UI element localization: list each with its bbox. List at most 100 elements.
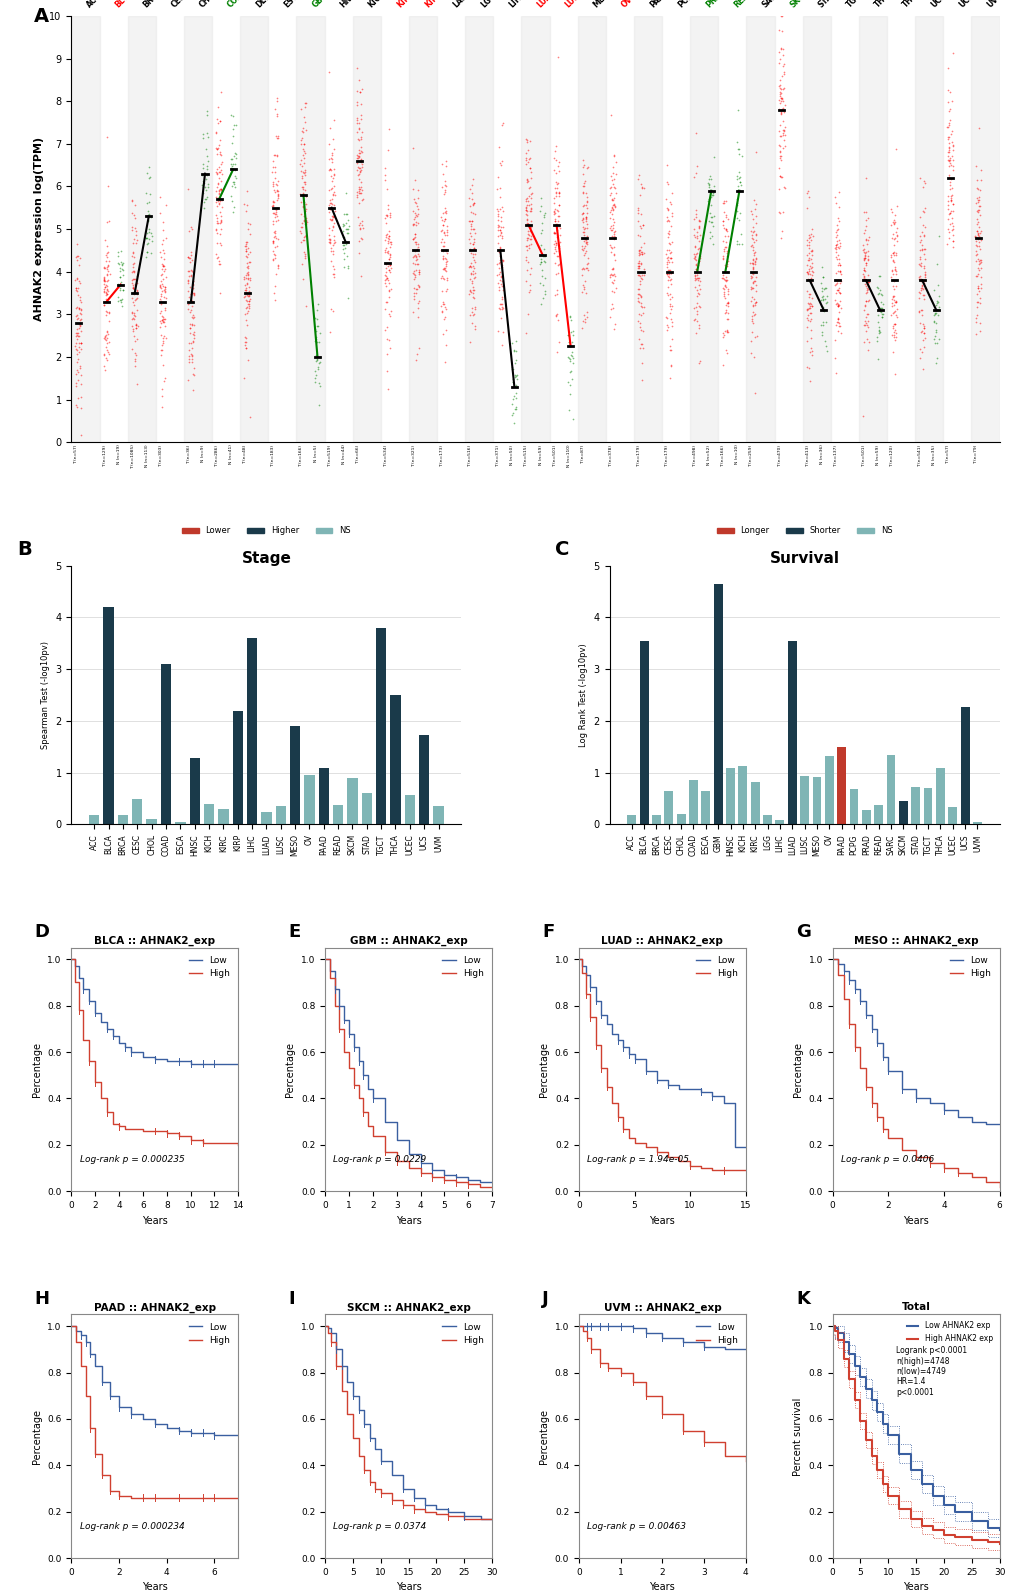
Point <box>799 291 815 316</box>
Point <box>124 272 141 297</box>
Point <box>185 312 202 337</box>
Point <box>633 262 649 288</box>
Point <box>434 246 450 272</box>
Point <box>267 219 283 245</box>
Point <box>152 273 168 299</box>
Point <box>942 184 958 210</box>
Point <box>731 137 747 162</box>
Point <box>143 240 159 266</box>
Point <box>125 254 142 280</box>
Point <box>746 197 762 223</box>
Point <box>181 250 198 275</box>
Point <box>101 301 117 326</box>
Text: N (n=5): N (n=5) <box>313 445 317 461</box>
Point <box>306 358 322 383</box>
High <box>346 1428 359 1447</box>
Point <box>504 369 521 394</box>
Point <box>352 180 368 205</box>
Point <box>602 213 619 238</box>
Point <box>227 165 244 191</box>
Point <box>209 194 225 219</box>
Point <box>771 226 788 251</box>
Point <box>575 229 591 254</box>
Point <box>97 324 113 350</box>
Point <box>96 254 112 280</box>
Point <box>635 175 651 200</box>
Point <box>729 178 745 204</box>
Point <box>140 240 156 266</box>
Point <box>632 251 648 277</box>
Point <box>337 202 354 227</box>
Point <box>265 176 281 202</box>
Point <box>350 145 366 170</box>
Point <box>211 248 227 273</box>
Point <box>603 167 620 192</box>
Point <box>578 305 594 331</box>
Point <box>830 280 847 305</box>
Point <box>869 310 886 335</box>
Point <box>573 316 589 342</box>
Point <box>928 289 945 315</box>
Point <box>945 213 961 238</box>
Point <box>70 385 87 410</box>
Point <box>770 80 787 105</box>
Point <box>297 197 313 223</box>
Point <box>312 320 328 345</box>
Text: UCEC: UCEC <box>928 0 951 10</box>
Point <box>715 215 732 240</box>
Point <box>605 316 622 342</box>
Point <box>602 175 619 200</box>
Point <box>379 238 395 264</box>
Point <box>662 272 679 297</box>
Low <box>837 962 849 981</box>
Point <box>491 184 507 210</box>
Point <box>96 269 112 294</box>
Point <box>437 154 453 180</box>
Point <box>238 254 255 280</box>
Point <box>545 221 561 246</box>
Point <box>96 267 112 293</box>
Point <box>813 264 829 289</box>
Point <box>969 254 985 280</box>
X-axis label: Years: Years <box>903 1582 928 1590</box>
Point <box>181 312 198 337</box>
Point <box>73 302 90 328</box>
Point <box>296 130 312 156</box>
Low <box>69 957 82 976</box>
Point <box>115 258 131 283</box>
Point <box>800 256 816 281</box>
Low <box>197 1054 209 1073</box>
Point <box>705 145 721 170</box>
Point <box>702 204 718 229</box>
Point <box>506 347 523 372</box>
Text: Logrank p<0.0001
n(high)=4748
n(low)=4749
HR=1.4
p<0.0001: Logrank p<0.0001 n(high)=4748 n(low)=474… <box>896 1347 966 1396</box>
Point <box>883 259 900 285</box>
Point <box>320 229 336 254</box>
Point <box>522 159 538 184</box>
Point <box>489 176 505 202</box>
Point <box>523 191 539 216</box>
Point <box>491 223 507 248</box>
Point <box>547 231 564 256</box>
Point <box>859 337 875 363</box>
Point <box>633 242 649 267</box>
High <box>848 1038 860 1057</box>
Low <box>335 1356 347 1375</box>
Point <box>323 140 339 165</box>
Point <box>602 180 619 205</box>
Point <box>662 204 679 229</box>
Point <box>969 289 985 315</box>
Point <box>859 313 875 339</box>
Point <box>506 396 523 421</box>
Point <box>686 266 702 291</box>
Point <box>68 294 85 320</box>
Point <box>550 159 567 184</box>
Point <box>268 89 284 114</box>
Point <box>602 216 619 242</box>
Point <box>143 219 159 245</box>
Point <box>856 312 872 337</box>
Point <box>856 267 872 293</box>
Point <box>966 224 982 250</box>
Low <box>319 949 331 968</box>
High <box>896 1140 908 1159</box>
